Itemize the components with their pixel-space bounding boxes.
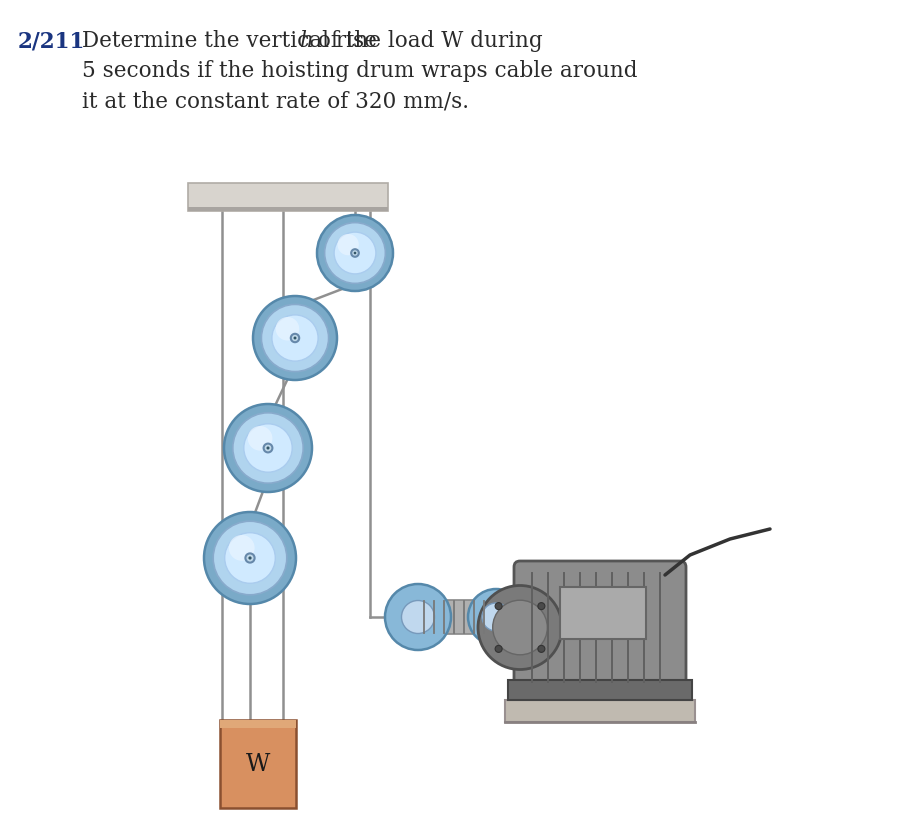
Circle shape bbox=[213, 521, 286, 595]
Text: W: W bbox=[246, 753, 270, 775]
Circle shape bbox=[225, 533, 275, 583]
Circle shape bbox=[478, 585, 562, 669]
Text: of the load W during: of the load W during bbox=[311, 30, 543, 52]
Circle shape bbox=[264, 444, 273, 453]
Bar bbox=[496, 612, 556, 622]
Circle shape bbox=[229, 535, 254, 561]
Text: 5 seconds if the hoisting drum wraps cable around: 5 seconds if the hoisting drum wraps cab… bbox=[82, 60, 638, 82]
Circle shape bbox=[291, 333, 299, 342]
Circle shape bbox=[338, 234, 359, 255]
Bar bbox=[418, 600, 496, 634]
Circle shape bbox=[262, 304, 328, 371]
Circle shape bbox=[317, 215, 393, 291]
Circle shape bbox=[204, 512, 296, 604]
Circle shape bbox=[538, 602, 545, 610]
Circle shape bbox=[495, 602, 502, 610]
Circle shape bbox=[248, 426, 273, 450]
Circle shape bbox=[402, 601, 435, 633]
Circle shape bbox=[266, 447, 270, 449]
FancyBboxPatch shape bbox=[560, 587, 646, 639]
Circle shape bbox=[232, 412, 303, 483]
Circle shape bbox=[468, 589, 524, 645]
Circle shape bbox=[224, 404, 312, 492]
Circle shape bbox=[495, 645, 502, 653]
Bar bbox=[188, 207, 388, 211]
Circle shape bbox=[245, 554, 254, 563]
Circle shape bbox=[248, 556, 252, 559]
Circle shape bbox=[334, 232, 376, 274]
Circle shape bbox=[243, 424, 292, 472]
Bar bbox=[220, 720, 296, 728]
Circle shape bbox=[272, 315, 318, 361]
Text: it at the constant rate of 320 mm/s.: it at the constant rate of 320 mm/s. bbox=[82, 90, 469, 112]
Circle shape bbox=[385, 584, 451, 650]
FancyBboxPatch shape bbox=[508, 680, 692, 700]
Circle shape bbox=[482, 603, 510, 631]
Circle shape bbox=[275, 317, 299, 340]
Circle shape bbox=[351, 249, 359, 257]
Text: 2/211: 2/211 bbox=[18, 30, 85, 52]
Circle shape bbox=[294, 337, 296, 339]
Circle shape bbox=[325, 223, 385, 283]
FancyBboxPatch shape bbox=[514, 561, 686, 694]
Circle shape bbox=[538, 645, 545, 653]
Bar bbox=[505, 700, 695, 722]
Circle shape bbox=[253, 296, 337, 380]
FancyBboxPatch shape bbox=[220, 720, 296, 808]
Text: Determine the vertical rise: Determine the vertical rise bbox=[82, 30, 383, 52]
Circle shape bbox=[492, 601, 547, 655]
Text: h: h bbox=[300, 30, 314, 52]
Circle shape bbox=[354, 252, 356, 255]
FancyBboxPatch shape bbox=[188, 183, 388, 211]
